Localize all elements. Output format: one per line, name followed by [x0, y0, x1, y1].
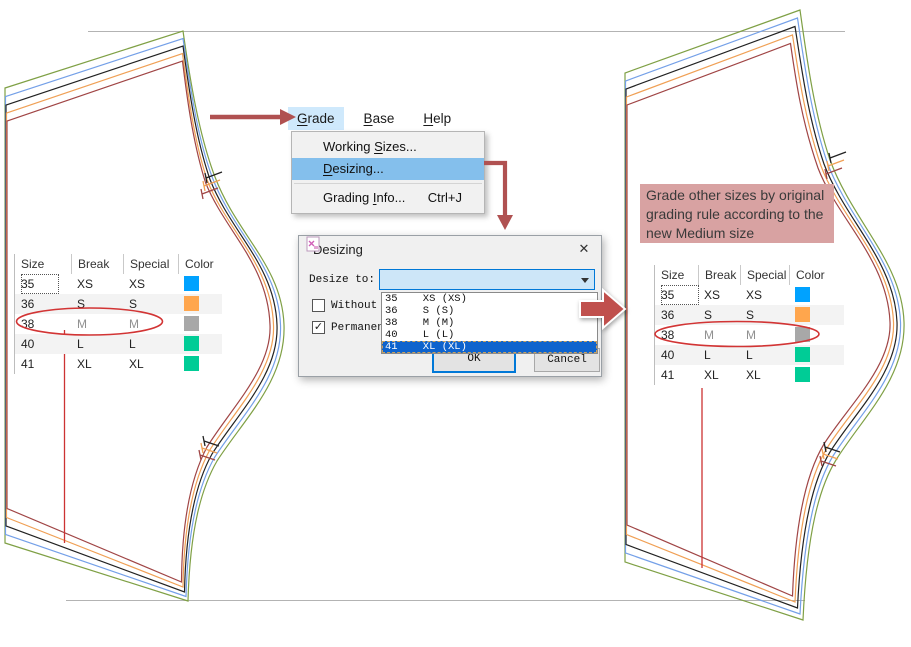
- dialog-title-bar: Desizing ✕: [299, 236, 601, 262]
- table-row-40[interactable]: 40 L L: [15, 334, 222, 354]
- close-icon[interactable]: ✕: [578, 241, 590, 256]
- grade-line-xs: [626, 42, 891, 597]
- left-size-table: Size Break Special Color 35 XS XS 36 S S…: [14, 254, 222, 374]
- menu-item-working-sizes[interactable]: Working Sizes...: [323, 139, 417, 154]
- grade-menu-panel: Working Sizes... Desizing... Grading Inf…: [291, 131, 485, 214]
- menu-item-grading-info[interactable]: Grading Info... Ctrl+J: [323, 190, 462, 205]
- grade-line-s: [5, 52, 275, 588]
- grade-line-xs: [6, 60, 271, 583]
- permanent-checkbox[interactable]: ✓: [312, 321, 325, 334]
- menu-help[interactable]: Help: [423, 111, 452, 126]
- size-table-header: Size Break Special Color: [655, 265, 844, 285]
- option-36-s[interactable]: 36 S (S): [385, 305, 455, 317]
- size-color-swatch[interactable]: [795, 287, 810, 302]
- size-color-swatch[interactable]: [795, 347, 810, 362]
- grade-line-xl: [4, 30, 285, 602]
- size-color-swatch[interactable]: [184, 356, 199, 371]
- table-row-40[interactable]: 40 L L: [655, 345, 844, 365]
- desizing-dialog: Desizing ✕ Desize to: 38 M (M) Without ✓…: [298, 235, 602, 377]
- size-color-swatch[interactable]: [184, 336, 199, 351]
- dialog-title: Desizing: [313, 241, 363, 257]
- table-row-36[interactable]: 36 S S: [655, 305, 844, 325]
- table-row-41[interactable]: 41 XL XL: [655, 365, 844, 385]
- table-row-41[interactable]: 41 XL XL: [15, 354, 222, 374]
- notch-marks-upper: [200, 171, 223, 200]
- option-41-xl-selected[interactable]: 41 XL (XL): [382, 341, 597, 353]
- desizing-dialog-icon: [306, 236, 320, 252]
- size-color-swatch[interactable]: [795, 327, 810, 342]
- annotation-note: Grade other sizes by original grading ru…: [640, 184, 834, 243]
- menu-separator: [294, 183, 482, 184]
- option-35-xs[interactable]: 35 XS (XS): [385, 293, 467, 305]
- option-38-m[interactable]: 38 M (M): [385, 317, 455, 329]
- option-40-l[interactable]: 40 L (L): [385, 329, 455, 341]
- right-size-table: Size Break Special Color 35 XS XS 36 S S…: [654, 265, 844, 385]
- size-color-swatch[interactable]: [184, 296, 199, 311]
- grade-line-l: [4, 37, 282, 598]
- size-table-header: Size Break Special Color: [15, 254, 222, 274]
- notch-marks-upper: [824, 151, 847, 180]
- dropdown-arrow-icon: [581, 278, 589, 283]
- without-checkbox-label: Without: [331, 300, 378, 312]
- grade-line-s: [625, 34, 895, 603]
- desize-dropdown-list: 35 XS (XS) 36 S (S) 38 M (M) 40 L (L) 41…: [381, 292, 598, 354]
- grade-line-xl: [624, 9, 905, 621]
- grade-line-m: [625, 25, 898, 609]
- without-checkbox[interactable]: [312, 299, 325, 312]
- grade-line-l: [624, 17, 902, 615]
- desize-to-combobox[interactable]: 38 M (M): [379, 269, 595, 304]
- table-row-36[interactable]: 36 S S: [15, 294, 222, 314]
- size-color-swatch[interactable]: [184, 276, 199, 291]
- grade-line-m: [5, 45, 278, 593]
- table-row-38[interactable]: 38 M M: [15, 314, 222, 334]
- size-color-swatch[interactable]: [795, 367, 810, 382]
- table-row-35[interactable]: 35 XS XS: [655, 285, 844, 305]
- table-row-38[interactable]: 38 M M: [655, 325, 844, 345]
- permanent-checkbox-label: Permanen: [331, 322, 384, 334]
- right-pattern-piece: [624, 9, 905, 621]
- left-pattern-piece: [4, 30, 285, 602]
- menu-item-desizing[interactable]: Desizing...: [292, 158, 484, 180]
- menu-bar: Grade Base Help: [288, 107, 460, 130]
- table-row-35[interactable]: 35 XS XS: [15, 274, 222, 294]
- desize-to-label: Desize to:: [309, 274, 376, 286]
- menu-grade[interactable]: Grade: [288, 107, 344, 130]
- menu-base[interactable]: Base: [363, 111, 395, 126]
- size-color-swatch[interactable]: [184, 316, 199, 331]
- notch-marks-lower: [819, 441, 841, 467]
- notch-marks-lower: [198, 435, 220, 461]
- size-color-swatch[interactable]: [795, 307, 810, 322]
